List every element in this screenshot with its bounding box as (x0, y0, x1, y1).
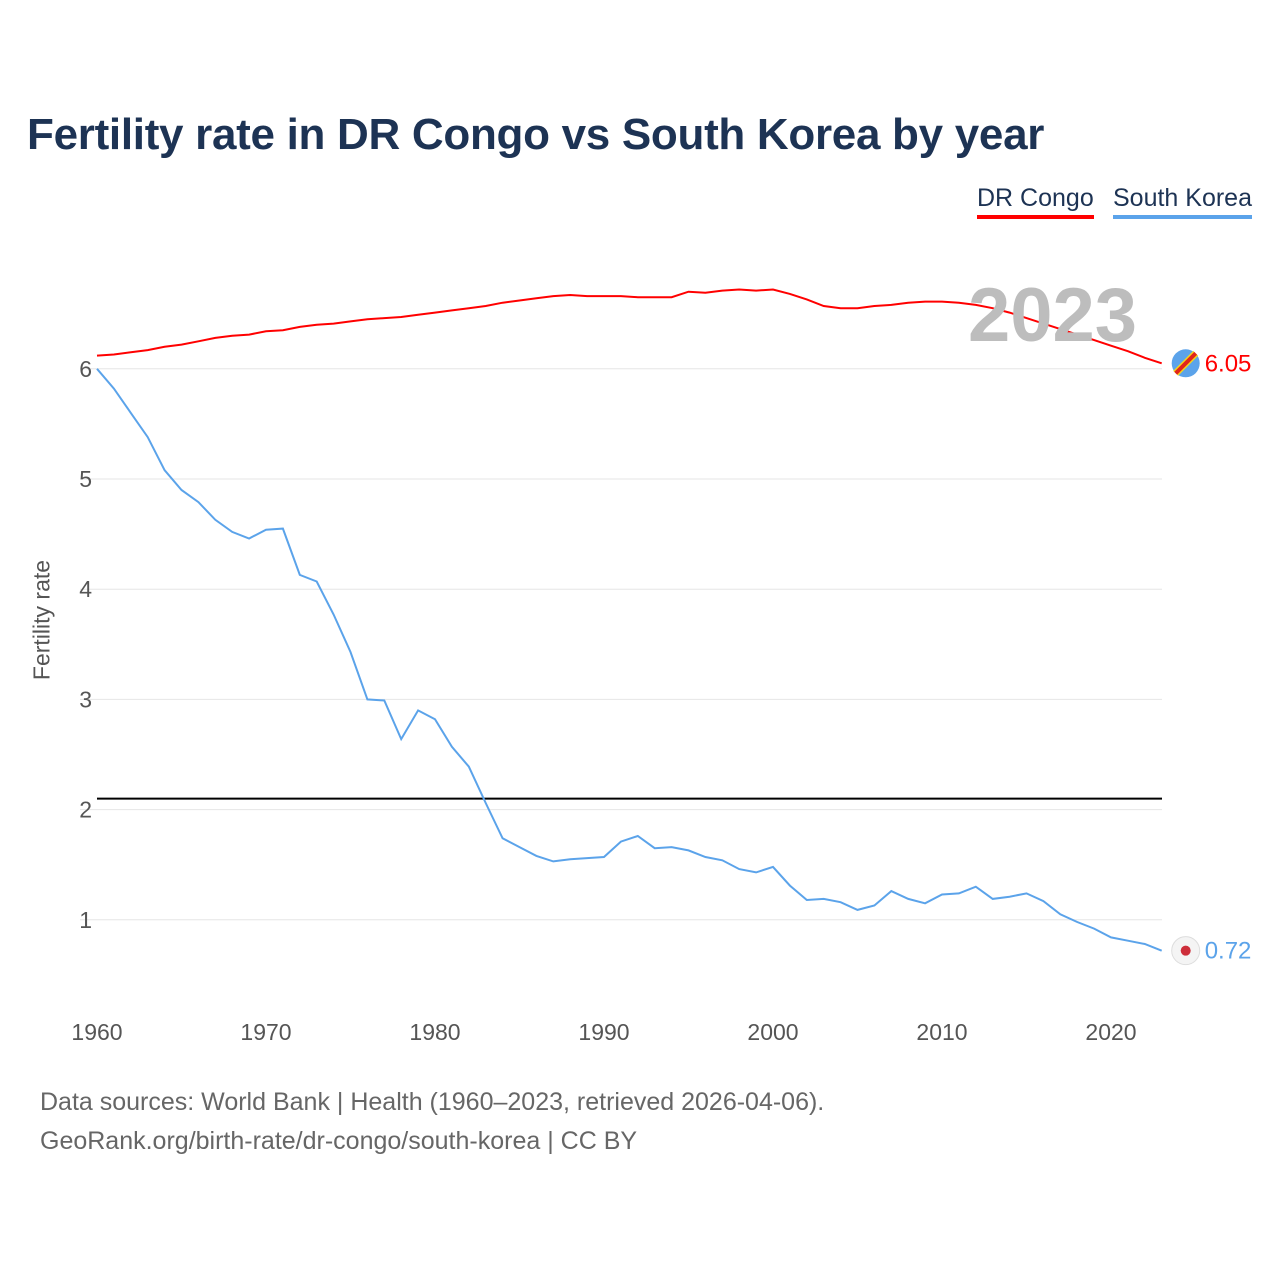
year-label: 2023 (968, 273, 1138, 358)
x-tick-label: 2020 (1085, 1019, 1136, 1045)
x-tick-label: 1970 (240, 1019, 291, 1045)
series-line-south-korea (96, 368, 1163, 952)
flag-taegeuk (1180, 945, 1191, 956)
footer-credit[interactable]: GeoRank.org/birth-rate/dr-congo/south-ko… (40, 1127, 638, 1155)
legend-dr-congo[interactable]: DR Congo (977, 184, 1094, 219)
end-value-label: 6.05 (1205, 350, 1252, 377)
y-tick-label: 6 (79, 356, 92, 382)
y-tick-label: 1 (79, 907, 92, 933)
chart-title: Fertility rate in DR Congo vs South Kore… (27, 110, 1045, 159)
x-tick-label: 2010 (916, 1019, 967, 1045)
footer-source: Data sources: World Bank | Health (1960–… (40, 1088, 825, 1116)
y-tick-label: 3 (79, 686, 92, 712)
x-tick-label: 1990 (578, 1019, 629, 1045)
x-tick-label: 2000 (747, 1019, 798, 1045)
legend-south-korea[interactable]: South Korea (1113, 184, 1252, 219)
y-tick-label: 4 (79, 576, 92, 602)
y-axis-label: Fertility rate (28, 559, 55, 681)
end-value-label: 0.72 (1205, 938, 1252, 965)
y-tick-label: 2 (79, 797, 92, 823)
flag-stripe (1174, 351, 1198, 375)
x-tick-label: 1960 (71, 1019, 122, 1045)
y-tick-label: 5 (79, 466, 92, 492)
series-line-dr-congo (96, 288, 1163, 365)
x-tick-label: 1980 (409, 1019, 460, 1045)
